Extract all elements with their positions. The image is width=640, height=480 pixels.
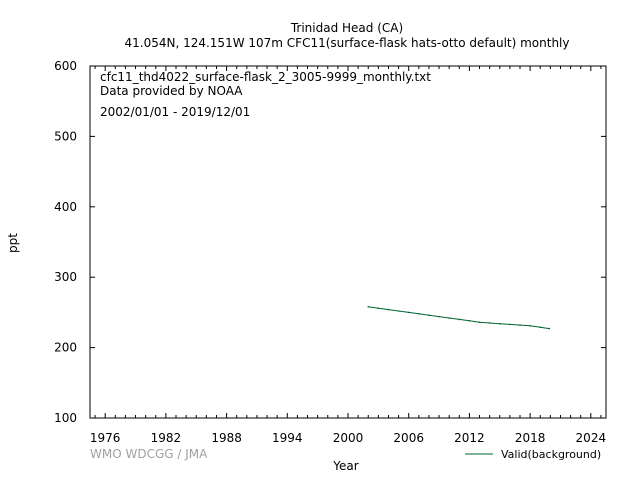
legend: Valid(background): [465, 448, 601, 461]
x-tick-label: 2024: [576, 431, 607, 445]
data-point: [509, 323, 511, 326]
data-point: [498, 322, 501, 325]
chart-title: Trinidad Head (CA): [290, 21, 403, 35]
data-point: [418, 313, 420, 315]
y-tick-label: 100: [54, 411, 77, 425]
x-tick-label: 1976: [90, 431, 121, 445]
series-layer: [367, 305, 551, 330]
x-tick-label: 1982: [151, 431, 182, 445]
credit-text: WMO WDCGG / JMA: [90, 447, 208, 461]
x-axis-label: Year: [332, 459, 358, 473]
data-point: [428, 314, 430, 317]
data-point: [488, 322, 491, 324]
data-point: [519, 324, 521, 326]
y-tick-label: 600: [54, 59, 77, 73]
data-point: [407, 311, 410, 314]
y-axis: 100 200 300 400 500 600: [54, 59, 606, 425]
x-tick-label: 2018: [515, 431, 546, 445]
y-tick-label: 200: [54, 341, 77, 355]
data-point: [478, 321, 481, 324]
file-annotation: cfc11_thd4022_surface-flask_2_3005-9999_…: [100, 70, 431, 84]
data-point: [468, 320, 471, 322]
data-point: [539, 326, 542, 328]
data-point: [529, 324, 531, 327]
x-tick-label: 2006: [393, 431, 424, 445]
y-tick-label: 400: [54, 200, 77, 214]
y-tick-label: 500: [54, 129, 77, 143]
y-axis-label: ppt: [6, 233, 20, 253]
legend-label: Valid(background): [501, 448, 601, 461]
period-annotation: 2002/01/01 - 2019/12/01: [100, 105, 250, 119]
x-tick-label: 1988: [211, 431, 242, 445]
data-point: [548, 327, 551, 330]
provider-annotation: Data provided by NOAA: [100, 84, 243, 98]
series-line: [368, 306, 550, 330]
data-point: [448, 317, 450, 319]
x-tick-label: 2000: [333, 431, 364, 445]
y-tick-label: 300: [54, 270, 77, 284]
data-point: [387, 308, 390, 311]
x-axis: 1976 1982 1988 1994 2000 2006 2012 2018 2024: [90, 66, 606, 445]
data-point: [377, 307, 380, 309]
data-point: [438, 315, 440, 318]
x-tick-label: 1994: [272, 431, 303, 445]
data-point: [397, 310, 400, 312]
data-point: [458, 318, 461, 321]
chart-subtitle: 41.054N, 124.151W 107m CFC11(surface-fla…: [124, 36, 569, 50]
data-point: [367, 305, 370, 308]
x-tick-label: 2012: [454, 431, 485, 445]
